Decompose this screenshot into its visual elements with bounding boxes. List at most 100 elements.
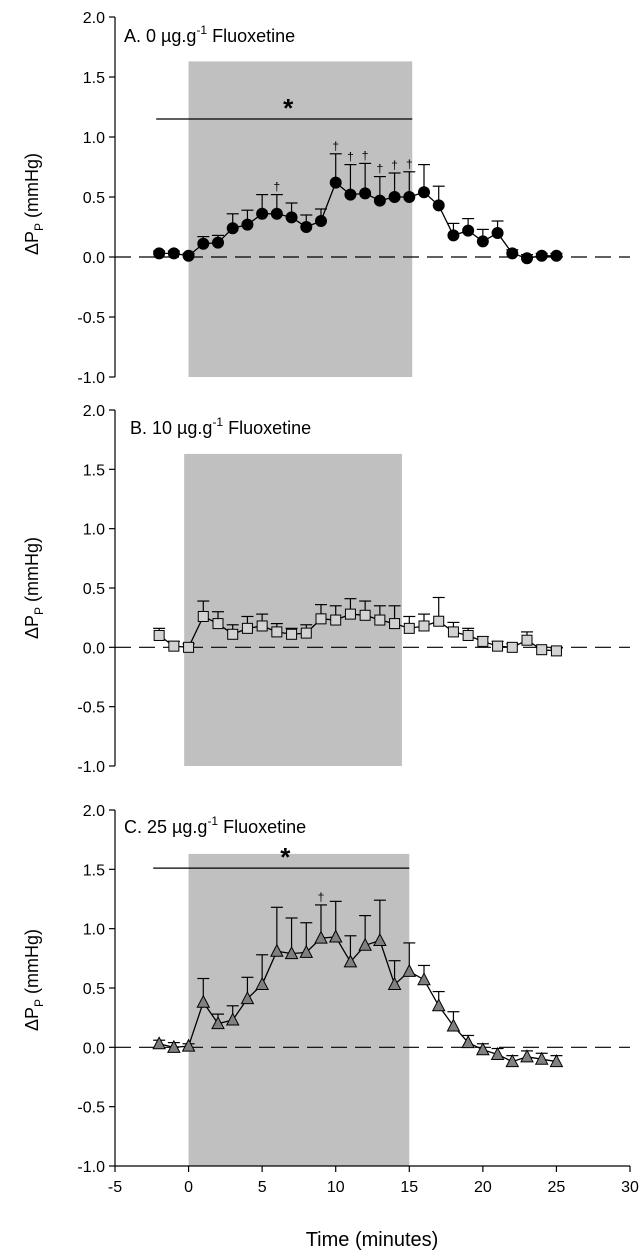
y-tick-label: 0.5 — [83, 190, 105, 207]
series-line — [158, 936, 557, 1063]
data-point — [240, 991, 255, 1005]
data-point — [491, 227, 504, 239]
data-point — [212, 236, 224, 249]
y-tick-label: 0.5 — [83, 581, 105, 598]
y-tick-label: -1.0 — [77, 370, 105, 387]
exposure-shading — [188, 853, 410, 1166]
data-point — [535, 249, 548, 262]
data-point — [403, 622, 415, 634]
data-point — [270, 943, 284, 957]
data-point — [374, 614, 386, 626]
data-point — [241, 622, 253, 634]
data-point — [373, 932, 387, 947]
data-point — [521, 634, 533, 646]
x-axis-label: Time (minutes) — [306, 1229, 439, 1251]
y-tick-label: -1.0 — [77, 759, 105, 776]
y-tick-label: -0.5 — [77, 700, 105, 717]
data-point — [389, 618, 401, 630]
data-point — [534, 1051, 549, 1065]
data-series: † — [152, 890, 564, 1068]
data-point — [477, 635, 489, 647]
data-point — [447, 626, 459, 638]
data-point — [329, 176, 342, 189]
data-point — [358, 937, 372, 951]
data-point — [418, 620, 430, 632]
data-point — [315, 613, 327, 625]
x-tick-label: 5 — [258, 1179, 267, 1196]
data-point — [550, 645, 562, 657]
data-point — [462, 224, 475, 237]
y-axis: -1.0 -0.5 0.0 0.5 1.0 1.5 2.0 — [77, 403, 630, 776]
x-tick-label: 30 — [621, 1179, 639, 1196]
data-point — [167, 247, 180, 260]
dagger-marker: † — [377, 162, 384, 176]
data-point — [520, 1049, 534, 1063]
data-point — [256, 620, 268, 632]
data-point — [505, 1053, 520, 1068]
data-point — [153, 247, 166, 260]
y-tick-label: -0.5 — [77, 1100, 105, 1117]
significance-star: * — [283, 93, 294, 123]
panel-title: A. 0 µg.g-1 Fluoxetine — [124, 23, 295, 46]
y-tick-label: 2.0 — [83, 803, 105, 820]
data-point — [521, 252, 533, 265]
y-tick-label: 0.5 — [83, 981, 105, 998]
series-line — [158, 613, 557, 652]
data-point — [402, 963, 417, 977]
data-point — [549, 1053, 564, 1068]
y-tick-label: 0.0 — [83, 640, 105, 657]
y-tick-label: -1.0 — [77, 1159, 105, 1176]
data-point — [300, 627, 312, 639]
data-series — [153, 596, 563, 657]
data-point — [433, 615, 445, 627]
data-point — [387, 976, 402, 990]
x-tick-label: 20 — [474, 1179, 492, 1196]
data-point — [417, 972, 431, 986]
data-point — [196, 994, 211, 1008]
y-axis: -1.0 -0.5 0.0 0.5 1.0 1.5 2.0 — [77, 803, 630, 1176]
data-point — [344, 608, 356, 620]
data-point — [197, 610, 209, 622]
data-point — [286, 628, 298, 640]
y-tick-label: 1.5 — [83, 70, 105, 87]
data-point — [373, 194, 386, 207]
data-point — [431, 998, 446, 1012]
data-point — [388, 191, 401, 203]
data-point — [271, 626, 283, 638]
data-point — [446, 1018, 461, 1032]
data-series: † † † † † † † — [153, 139, 563, 265]
data-point — [506, 641, 518, 653]
data-point — [167, 1039, 181, 1053]
data-point — [492, 640, 504, 652]
data-point — [315, 215, 327, 227]
significance-star: * — [280, 842, 291, 872]
data-point — [536, 644, 548, 656]
y-tick-label: -0.5 — [77, 310, 105, 327]
x-axis: -5 0 5 10 15 20 25 30 — [108, 1165, 639, 1196]
data-point — [270, 207, 283, 220]
data-point — [432, 199, 445, 212]
data-point — [359, 609, 371, 621]
data-point — [256, 207, 269, 220]
x-tick-label: 25 — [548, 1179, 566, 1196]
data-point — [227, 628, 239, 640]
data-point — [418, 186, 430, 199]
data-point — [299, 944, 314, 958]
dagger-marker: † — [332, 139, 339, 153]
data-point — [197, 237, 210, 250]
data-point — [359, 187, 372, 200]
dagger-marker: † — [318, 890, 325, 904]
panel-b: -1.0 -0.5 0.0 0.5 1.0 1.5 2.0 B. 10 µg.g-1 Flu… — [22, 403, 630, 776]
data-point — [461, 1035, 475, 1049]
significance-bar: * — [156, 93, 413, 123]
y-tick-label: 2.0 — [83, 403, 105, 420]
data-point — [241, 218, 254, 231]
data-point — [314, 930, 328, 944]
data-point — [490, 1046, 505, 1060]
panel-a: -1.0 -0.5 0.0 0.5 1.0 1.5 2.0 A. 0 µg.g-1 Fluo… — [22, 10, 630, 387]
data-point — [285, 211, 298, 224]
x-tick-label: 10 — [327, 1179, 345, 1196]
y-tick-label: 1.0 — [83, 130, 105, 147]
data-point — [343, 954, 358, 968]
